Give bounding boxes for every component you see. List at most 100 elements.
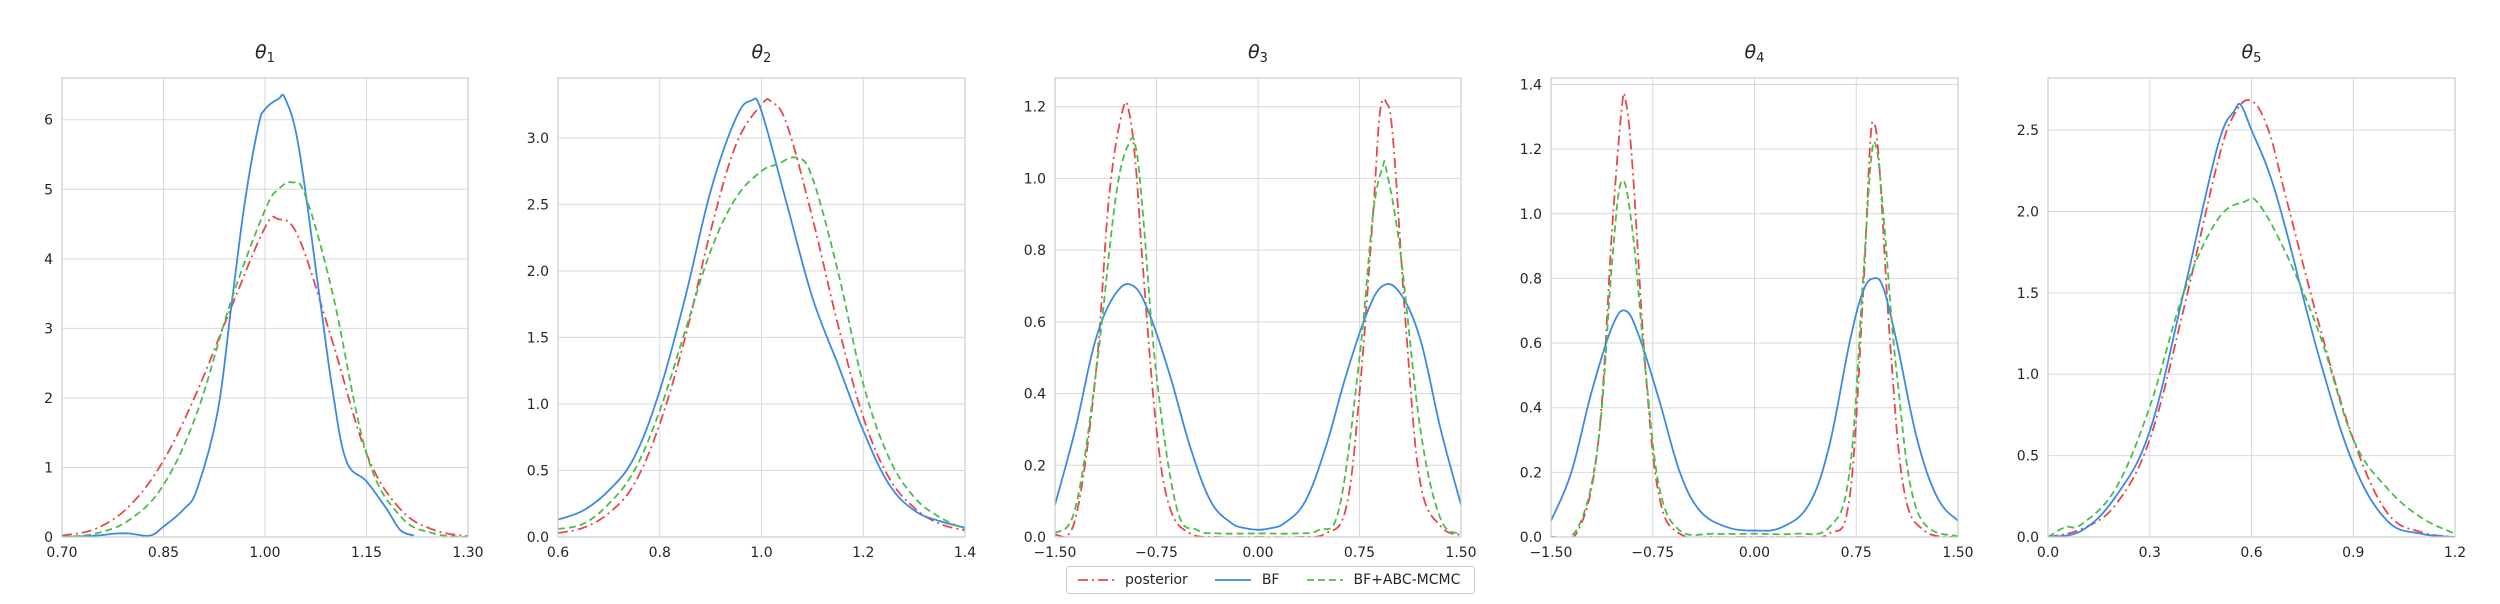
y-tick-label: 0.4 [1520,401,1542,417]
x-tick-label: 1.0 [750,545,772,561]
x-tick-label: 0.9 [2342,545,2364,561]
y-tick-label: 1.5 [2017,286,2039,302]
x-tick-label: 0.75 [1841,545,1872,561]
series-line-bf [558,97,965,529]
panel-title: θ4 [1745,41,1765,66]
x-tick-label: 1.00 [249,545,280,561]
y-tick-label: 0 [44,530,53,546]
y-tick-label: 0.0 [1520,530,1542,546]
x-tick-label: 0.00 [1739,545,1770,561]
x-tick-label: 1.50 [1942,545,1973,561]
y-tick-label: 0.0 [2017,530,2039,546]
series-line-bf [1055,283,1461,531]
legend-swatch-bf-abc-mcmc [1306,579,1343,581]
y-tick-label: 0.8 [1520,271,1542,287]
y-tick-label: 0.5 [2017,449,2039,465]
series-line-posterior [558,98,965,534]
panel-theta-5: 0.0 0.3 0.6 0.9 1.2 0.0 0.5 1.0 1.5 2.0 2.5 θ5 [2017,41,2466,561]
x-tick-label: 0.70 [46,545,77,561]
axes-frame [557,77,966,538]
y-tick-label: 1.0 [1520,207,1542,223]
legend: posterior BF BF+ABC-MCMC [1066,566,1476,594]
y-tick-label: 3 [44,321,53,337]
y-tick-label: 0.6 [1520,336,1542,352]
y-tick-label: 2.0 [527,264,549,280]
series-line-bf_abc [558,156,965,530]
y-tick-label: 0.8 [1024,243,1046,259]
panel-title: θ2 [752,41,772,66]
panel-title: θ3 [1248,41,1268,66]
y-tick-label: 2.5 [527,197,549,213]
panel-theta-3: −1.50 −0.75 0.00 0.75 1.50 0.0 0.2 0.4 0.6 0.8 1.0… [1024,41,1477,561]
y-tick-label: 1.4 [1520,77,1542,93]
series-line-bf_abc [1055,136,1461,535]
x-tick-label: 0.0 [2037,545,2059,561]
y-tick-label: 1.2 [1024,100,1046,116]
legend-label-posterior: posterior [1125,572,1188,588]
y-tick-label: 2.0 [2017,204,2039,220]
panel-title: θ5 [2242,41,2262,66]
y-tick-label: 6 [44,113,53,129]
series-line-bf [2048,102,2455,537]
y-tick-label: 1.5 [527,330,549,346]
y-tick-label: 0.0 [1024,530,1046,546]
legend-label-bf: BF [1261,572,1280,588]
legend-swatch-bf [1214,579,1251,581]
legend-swatch-posterior [1078,579,1114,581]
y-tick-label: 2 [44,391,53,407]
y-tick-label: 0.5 [527,463,549,479]
series-line-bf_abc [1551,140,1958,537]
x-tick-label: 0.6 [2240,545,2262,561]
axes-frame [2047,77,2456,538]
x-tick-label: 1.2 [852,545,874,561]
x-tick-label: 1.50 [1445,545,1476,561]
panel-theta-1: 0.70 0.85 1.00 1.15 1.30 0 1 2 3 4 5 6 θ1 [44,41,484,561]
y-tick-label: 0.2 [1520,465,1542,481]
x-tick-label: 1.30 [452,545,483,561]
x-tick-label: −1.50 [1034,545,1077,561]
y-tick-label: 0.0 [527,530,549,546]
x-tick-label: 0.75 [1344,545,1375,561]
series-line-bf_abc [2048,197,2455,537]
x-tick-label: 0.3 [2139,545,2161,561]
legend-label-bf-abc-mcmc: BF+ABC-MCMC [1353,572,1461,588]
series-line-bf [1551,277,1958,532]
x-tick-label: 1.15 [351,545,382,561]
x-tick-label: 0.85 [148,545,179,561]
legend-entry-posterior: posterior [1077,572,1188,588]
x-tick-label: 1.2 [2444,545,2466,561]
y-tick-label: 1 [44,460,53,476]
axes-frame [1550,77,1959,538]
x-tick-label: 0.6 [547,545,569,561]
y-tick-label: 1.0 [2017,367,2039,383]
x-tick-label: −0.75 [1135,545,1178,561]
y-tick-label: 0.6 [1024,315,1046,331]
y-tick-label: 3.0 [527,131,549,147]
legend-entry-bf: BF [1214,572,1280,588]
y-tick-label: 1.2 [1520,142,1542,158]
series-line-posterior [62,215,468,537]
y-tick-label: 4 [44,252,53,268]
x-tick-label: 1.4 [954,545,976,561]
series-line-bf [62,93,415,537]
axes-frame [61,77,469,538]
panel-theta-4: −1.50 −0.75 0.00 0.75 1.50 0.0 0.2 0.4 0.6 0.8 1.0… [1520,41,1974,561]
x-tick-label: 0.00 [1242,545,1273,561]
x-tick-label: 0.8 [649,545,671,561]
series-line-bf_abc [62,181,468,537]
legend-entry-bf-abc-mcmc: BF+ABC-MCMC [1306,572,1461,588]
series-line-posterior [1551,92,1958,537]
y-tick-label: 0.2 [1024,458,1046,474]
y-tick-label: 0.4 [1024,387,1046,403]
y-tick-label: 1.0 [1024,171,1046,187]
y-tick-label: 5 [44,182,53,198]
panel-theta-2: 0.6 0.8 1.0 1.2 1.4 0.0 0.5 1.0 1.5 2.0 2.5 3.0 θ2 [527,41,976,561]
series-line-posterior [1055,98,1461,537]
series-line-posterior [2048,99,2455,537]
axes-frame [1054,77,1462,538]
panel-title: θ1 [255,41,275,66]
x-tick-label: −0.75 [1631,545,1674,561]
y-tick-label: 1.0 [527,397,549,413]
